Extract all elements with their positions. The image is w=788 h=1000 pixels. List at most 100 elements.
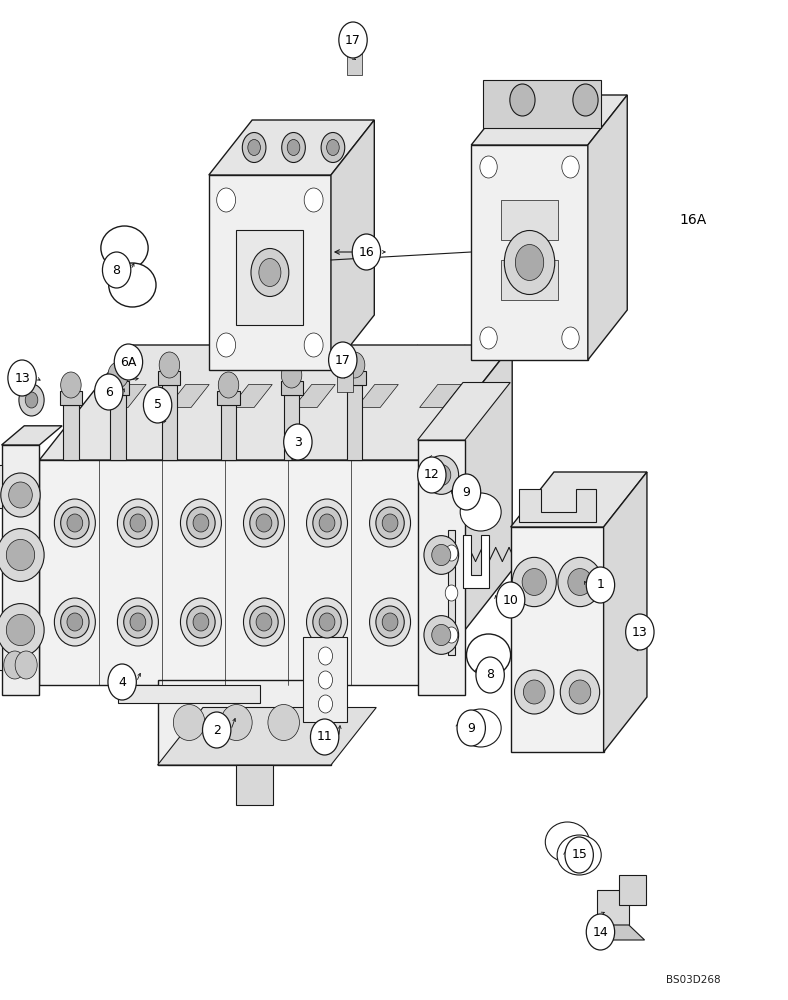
Ellipse shape (101, 226, 148, 270)
Text: 12: 12 (424, 468, 440, 482)
Circle shape (480, 327, 497, 349)
Circle shape (445, 627, 458, 643)
Circle shape (243, 133, 266, 163)
Polygon shape (483, 80, 601, 128)
Circle shape (565, 837, 593, 873)
Circle shape (445, 585, 458, 601)
Polygon shape (334, 354, 356, 362)
Text: 9: 9 (463, 486, 470, 498)
Polygon shape (0, 633, 2, 670)
Circle shape (318, 647, 333, 665)
Ellipse shape (243, 499, 284, 547)
Text: 17: 17 (345, 33, 361, 46)
Circle shape (352, 234, 381, 270)
Circle shape (281, 362, 302, 388)
Ellipse shape (307, 499, 348, 547)
Ellipse shape (319, 514, 335, 532)
Ellipse shape (250, 507, 278, 539)
Ellipse shape (187, 606, 215, 638)
Text: 15: 15 (571, 848, 587, 861)
Ellipse shape (130, 613, 146, 631)
Ellipse shape (243, 598, 284, 646)
Polygon shape (347, 385, 362, 460)
Circle shape (159, 352, 180, 378)
Polygon shape (356, 384, 399, 408)
Ellipse shape (512, 557, 556, 607)
Circle shape (217, 188, 236, 212)
Circle shape (108, 362, 128, 388)
Circle shape (61, 372, 81, 398)
Ellipse shape (117, 499, 158, 547)
Text: 5: 5 (154, 398, 162, 412)
Polygon shape (284, 395, 299, 460)
Polygon shape (619, 875, 646, 905)
Circle shape (322, 133, 344, 163)
Circle shape (4, 651, 26, 679)
Polygon shape (0, 465, 2, 508)
Polygon shape (110, 395, 126, 460)
Ellipse shape (61, 507, 89, 539)
Ellipse shape (424, 456, 459, 494)
Polygon shape (511, 472, 647, 527)
Ellipse shape (523, 680, 545, 704)
Text: 1: 1 (597, 578, 604, 591)
Polygon shape (107, 381, 129, 395)
Polygon shape (158, 371, 180, 385)
Ellipse shape (460, 493, 501, 531)
Polygon shape (418, 440, 465, 695)
Polygon shape (422, 345, 512, 685)
Ellipse shape (54, 598, 95, 646)
Polygon shape (230, 384, 273, 408)
Ellipse shape (382, 514, 398, 532)
Ellipse shape (67, 613, 83, 631)
Ellipse shape (173, 705, 205, 740)
Ellipse shape (256, 613, 272, 631)
Polygon shape (588, 95, 627, 360)
Circle shape (318, 695, 333, 713)
Circle shape (25, 392, 38, 408)
Polygon shape (60, 391, 82, 405)
Polygon shape (63, 405, 79, 460)
Text: 13: 13 (632, 626, 648, 639)
Polygon shape (471, 95, 627, 145)
Ellipse shape (193, 514, 209, 532)
Text: 6: 6 (105, 385, 113, 398)
Polygon shape (118, 685, 260, 703)
Text: 8: 8 (486, 668, 494, 682)
Polygon shape (347, 45, 362, 75)
Polygon shape (221, 405, 236, 460)
Ellipse shape (9, 482, 32, 508)
Circle shape (327, 139, 339, 156)
Ellipse shape (560, 670, 600, 714)
Circle shape (515, 244, 544, 280)
Ellipse shape (515, 670, 554, 714)
Circle shape (304, 333, 323, 357)
Circle shape (510, 84, 535, 116)
Circle shape (304, 188, 323, 212)
Ellipse shape (256, 514, 272, 532)
Polygon shape (423, 476, 465, 606)
Ellipse shape (432, 544, 451, 566)
Circle shape (143, 387, 172, 423)
Ellipse shape (382, 613, 398, 631)
Ellipse shape (268, 705, 299, 740)
Circle shape (476, 657, 504, 693)
Polygon shape (344, 371, 366, 385)
Polygon shape (293, 384, 335, 408)
Polygon shape (158, 708, 377, 765)
Circle shape (248, 139, 260, 156)
Circle shape (496, 582, 525, 618)
Ellipse shape (117, 598, 158, 646)
Ellipse shape (537, 536, 574, 572)
Circle shape (95, 374, 123, 410)
Circle shape (282, 133, 306, 163)
Ellipse shape (6, 539, 35, 571)
Circle shape (344, 352, 365, 378)
Polygon shape (331, 120, 374, 370)
Text: 13: 13 (14, 371, 30, 384)
Bar (501, 260, 558, 300)
Ellipse shape (569, 680, 591, 704)
Ellipse shape (54, 499, 95, 547)
Polygon shape (418, 382, 511, 440)
Polygon shape (337, 362, 353, 392)
